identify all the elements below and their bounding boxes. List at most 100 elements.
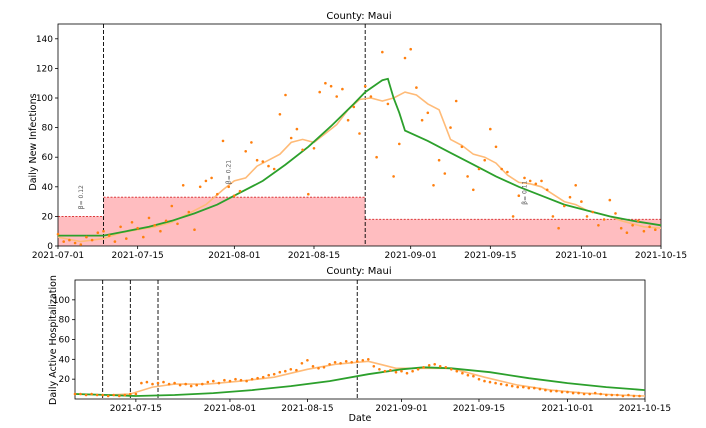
observed-point-24 (193, 228, 196, 231)
observed-point-15 (156, 381, 160, 385)
observed-point-8 (118, 394, 121, 398)
observed-point-67 (437, 158, 441, 162)
observed-point-77 (494, 145, 498, 149)
observed-point-13 (145, 380, 149, 384)
observed-point-27 (210, 176, 213, 180)
observed-point-79 (506, 170, 509, 174)
observed-point-98 (614, 212, 617, 215)
observed-point-45 (322, 366, 326, 369)
observed-point-48 (329, 84, 333, 88)
observed-point-85 (540, 179, 543, 183)
observed-point-7 (112, 393, 115, 397)
observed-point-0 (73, 392, 77, 396)
observed-point-87 (555, 389, 558, 393)
plot-frame (57, 23, 662, 247)
x-tick-label-4: 2021-09-15 (453, 404, 505, 414)
hospitalization-chart-title: County: Maui (326, 266, 391, 277)
observed-point-20 (184, 382, 187, 386)
observed-point-50 (341, 87, 344, 91)
observed-point-42 (306, 359, 309, 362)
observed-point-102 (638, 394, 641, 398)
observed-point-59 (400, 369, 403, 373)
observed-point-47 (333, 361, 337, 364)
observed-point-25 (212, 379, 215, 383)
hospitalization-y-ticks: 20 40 60 80 100 (53, 296, 75, 385)
observed-point-32 (250, 377, 254, 381)
observed-point-34 (250, 141, 253, 144)
observed-point-53 (367, 358, 370, 361)
observed-point-49 (335, 95, 339, 98)
observed-point-0 (56, 232, 60, 236)
x-tick-label-1: 2021-07-15 (111, 251, 163, 261)
observed-point-42 (295, 127, 299, 131)
y-tick-label-1: 40 (59, 355, 71, 365)
observed-point-16 (147, 216, 151, 220)
observed-point-2 (68, 238, 71, 242)
observed-point-48 (339, 362, 342, 365)
observed-point-53 (358, 132, 361, 135)
model-series-line (74, 366, 646, 397)
infections-y-axis-label: Daily New Infections (28, 93, 39, 190)
infections-observed-points (56, 47, 657, 246)
observed-point-46 (328, 363, 331, 366)
hospitalization-axes (74, 279, 646, 400)
observed-point-95 (599, 392, 602, 396)
hospitalization-phase-lines (102, 280, 358, 399)
observed-point-40 (295, 368, 298, 372)
observed-point-101 (632, 394, 636, 398)
observed-point-12 (140, 381, 143, 385)
y-tick-label-4: 100 (53, 296, 70, 306)
x-tick-label-1: 2021-08-01 (204, 404, 256, 414)
observed-point-93 (588, 392, 591, 396)
observed-point-10 (129, 392, 132, 396)
observed-point-46 (318, 90, 322, 94)
observed-point-26 (204, 179, 208, 183)
observed-point-52 (352, 105, 356, 109)
infections-smoothed-line (57, 91, 662, 243)
observed-point-102 (636, 219, 640, 223)
observed-point-62 (416, 368, 420, 371)
infections-panel: County: Maui Daily New Infections β= 0.1… (28, 11, 687, 261)
observed-point-39 (278, 113, 282, 116)
observed-point-88 (557, 226, 560, 230)
observed-point-56 (383, 369, 387, 373)
observed-point-73 (477, 377, 481, 381)
hospitalization-x-axis-label: Date (349, 413, 372, 424)
beta-label-1: β= 0.21 (226, 160, 233, 184)
y-tick-label-3: 80 (59, 316, 71, 326)
observed-point-88 (560, 390, 564, 394)
y-tick-label-6: 120 (36, 64, 53, 74)
observed-point-6 (106, 394, 110, 398)
observed-point-78 (500, 167, 504, 171)
y-tick-label-1: 20 (42, 212, 54, 222)
observed-point-72 (472, 374, 475, 378)
smoothed-series-line (57, 91, 662, 243)
y-tick-label-7: 140 (36, 35, 53, 45)
observed-point-81 (517, 194, 521, 197)
observed-point-72 (466, 175, 469, 178)
y-tick-label-5: 100 (36, 94, 53, 104)
observed-point-91 (577, 391, 580, 395)
observed-point-64 (420, 118, 424, 122)
observed-point-76 (489, 127, 492, 131)
observed-point-5 (101, 393, 104, 397)
x-tick-label-0: 2021-07-15 (110, 404, 162, 414)
observed-point-36 (272, 372, 276, 376)
observed-point-96 (602, 218, 606, 221)
observed-point-76 (494, 381, 497, 385)
beta-label-2: β= 0.11 (522, 180, 529, 204)
observed-point-74 (483, 379, 486, 383)
observed-point-94 (593, 391, 597, 395)
observed-point-100 (625, 231, 629, 234)
observed-point-33 (256, 376, 259, 380)
observed-point-15 (142, 235, 145, 239)
observed-point-30 (227, 185, 230, 189)
observed-point-70 (454, 99, 458, 103)
observed-point-16 (162, 380, 165, 384)
observed-point-29 (234, 377, 237, 381)
observed-point-14 (136, 226, 139, 230)
observed-point-37 (278, 370, 282, 374)
y-tick-label-0: 20 (59, 375, 71, 385)
observed-point-29 (221, 139, 225, 143)
observed-point-35 (255, 158, 259, 162)
